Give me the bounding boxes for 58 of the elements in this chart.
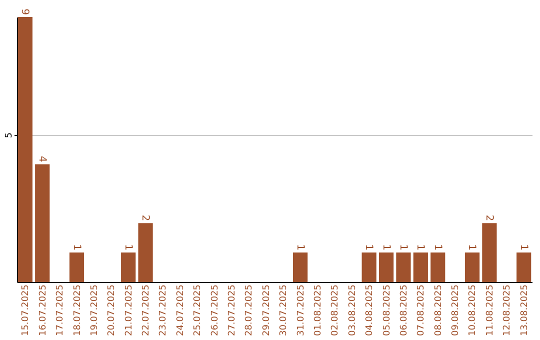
bar bbox=[35, 164, 50, 282]
x-tick-label: 26.07.2025 bbox=[210, 284, 220, 336]
bar bbox=[69, 252, 84, 282]
x-tick-label: 19.07.2025 bbox=[90, 284, 100, 336]
x-tick-label: 29.07.2025 bbox=[262, 284, 272, 336]
data-label: 2 bbox=[483, 214, 494, 222]
x-tick-label: 30.07.2025 bbox=[279, 284, 290, 336]
x-tick-label: 02.08.2025 bbox=[330, 284, 341, 336]
bar bbox=[464, 252, 480, 282]
x-tick-label: 04.08.2025 bbox=[365, 284, 376, 336]
x-tick-label: 22.07.2025 bbox=[142, 284, 152, 336]
y-tick-label: 5 bbox=[4, 132, 14, 138]
x-tick-label: 28.07.2025 bbox=[244, 284, 255, 336]
bar bbox=[362, 252, 376, 282]
bar bbox=[138, 223, 153, 282]
x-tick-label: 18.07.2025 bbox=[72, 284, 83, 336]
x-tick-label: 01.08.2025 bbox=[313, 284, 324, 336]
x-tick-label: 23.07.2025 bbox=[158, 284, 169, 336]
bar bbox=[292, 252, 308, 282]
bar bbox=[516, 252, 532, 282]
x-tick-label: 15.07.2025 bbox=[21, 284, 32, 336]
x-tick-label: 20.07.2025 bbox=[107, 284, 118, 336]
x-tick-label: 27.07.2025 bbox=[228, 284, 238, 336]
data-label: 1 bbox=[414, 244, 426, 251]
data-label: 1 bbox=[70, 244, 82, 251]
bar bbox=[413, 252, 428, 282]
data-label: 1 bbox=[294, 244, 306, 251]
data-label: 4 bbox=[36, 156, 48, 162]
data-label: 2 bbox=[140, 214, 151, 222]
x-tick-label: 25.07.2025 bbox=[193, 284, 204, 336]
x-tick-label: 31.07.2025 bbox=[296, 284, 306, 336]
x-tick-label: 21.07.2025 bbox=[124, 284, 134, 336]
x-tick-label: 17.07.2025 bbox=[56, 284, 66, 336]
bar bbox=[482, 223, 497, 282]
x-tick-label: 16.07.2025 bbox=[38, 284, 48, 336]
bar bbox=[378, 252, 394, 282]
x-tick-label: 03.08.2025 bbox=[348, 284, 358, 336]
bar bbox=[430, 252, 446, 282]
x-tick-label: 05.08.2025 bbox=[382, 284, 392, 336]
x-tick-label: 07.08.2025 bbox=[416, 284, 427, 336]
data-label: 1 bbox=[466, 244, 478, 251]
data-label: 1 bbox=[432, 244, 443, 251]
bar bbox=[121, 252, 136, 282]
x-tick-label: 24.07.2025 bbox=[176, 284, 186, 336]
x-tick-label: 12.08.2025 bbox=[502, 284, 513, 336]
data-label: 1 bbox=[397, 244, 408, 251]
bar bbox=[396, 252, 411, 282]
x-tick-label: 11.08.2025 bbox=[485, 284, 496, 336]
data-label: 1 bbox=[518, 244, 529, 251]
data-label: 9 bbox=[19, 8, 30, 15]
x-tick-label: 09.08.2025 bbox=[451, 284, 462, 336]
x-tick-label: 08.08.2025 bbox=[434, 284, 444, 336]
x-tick-label: 10.08.2025 bbox=[468, 284, 478, 336]
x-tick-label: 13.08.2025 bbox=[520, 284, 530, 336]
data-label: 1 bbox=[363, 244, 374, 251]
data-label: 1 bbox=[122, 244, 134, 251]
data-label: 1 bbox=[380, 244, 392, 251]
x-tick-label: 06.08.2025 bbox=[399, 284, 410, 336]
